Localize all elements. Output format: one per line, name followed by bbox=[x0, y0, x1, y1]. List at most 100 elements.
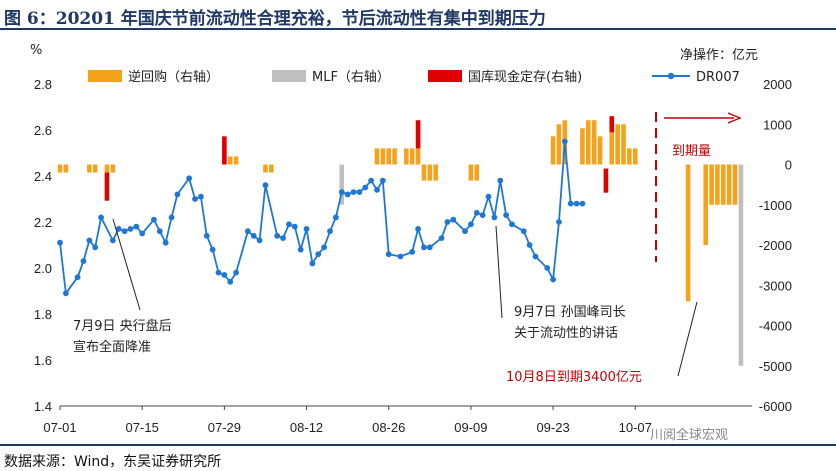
dr007-point-3 bbox=[80, 258, 87, 264]
figure-title: 图 6：20201 年国庆节前流动性合理充裕，节后流动性有集中到期压力 bbox=[4, 9, 546, 29]
dr007-point-58 bbox=[450, 216, 457, 223]
x-tick-label-1: 07-15 bbox=[126, 420, 159, 435]
legend-swatch-dr007-marker bbox=[667, 72, 675, 80]
dr007-point-73 bbox=[556, 219, 562, 225]
x-tick-label-4: 08-26 bbox=[372, 420, 405, 435]
left-tick-labels: 1.4 1.6 1.8 2.0 2.2 2.4 2.6 2.8 bbox=[34, 77, 52, 414]
annotation-maturity-amount: 10月8日到期3400亿元 bbox=[506, 370, 642, 385]
dr007-point-59 bbox=[462, 228, 468, 235]
treasury-deposit-bar-4 bbox=[609, 116, 615, 133]
treasury-deposit-bar-2 bbox=[415, 120, 421, 149]
dr007-point-16 bbox=[168, 214, 175, 221]
dr007-point-17 bbox=[174, 191, 181, 198]
dr007-point-72 bbox=[550, 276, 556, 283]
reverse-repo-bar-20 bbox=[433, 164, 438, 181]
dr007-point-32 bbox=[280, 235, 286, 242]
reverse-repo-bar-23 bbox=[550, 136, 556, 165]
legend-label-mlf: MLF（右轴） bbox=[312, 70, 390, 85]
dr007-point-50 bbox=[385, 251, 392, 258]
reverse-repo-bar-35 bbox=[685, 164, 691, 302]
dr007-series bbox=[57, 138, 586, 297]
annotation-pointer-rrr-cut bbox=[112, 218, 141, 311]
source-bar: 数据来源：Wind，东吴证券研究所 bbox=[0, 444, 836, 471]
right-tick-label-0: -6000 bbox=[759, 399, 792, 414]
dr007-point-42 bbox=[338, 189, 345, 196]
dr007-point-63 bbox=[485, 193, 492, 200]
watermark: 川阅全球宏观 bbox=[650, 428, 729, 443]
dr007-point-48 bbox=[374, 186, 380, 193]
dr007-point-46 bbox=[362, 184, 369, 191]
dr007-point-55 bbox=[426, 244, 433, 251]
left-tick-label-3: 2.0 bbox=[34, 261, 52, 276]
reverse-repo-bar-0 bbox=[57, 164, 63, 173]
dr007-point-23 bbox=[215, 269, 222, 276]
dr007-point-71 bbox=[544, 265, 551, 271]
legend-label-treasury: 国库现金定存(右轴) bbox=[468, 69, 582, 85]
reverse-repo-bar-32 bbox=[621, 124, 626, 165]
x-tick-label-0: 07-01 bbox=[43, 420, 76, 435]
dr007-point-41 bbox=[332, 214, 339, 221]
left-axis-unit: % bbox=[30, 43, 42, 58]
dr007-point-45 bbox=[356, 189, 363, 196]
reverse-repo-bar-31 bbox=[615, 124, 620, 165]
reverse-repo-bar-27 bbox=[586, 120, 591, 165]
dr007-point-5 bbox=[92, 244, 99, 251]
left-tick-label-5: 2.4 bbox=[34, 169, 52, 184]
title-bar: 图 6：20201 年国庆节前流动性合理充裕，节后流动性有集中到期压力 bbox=[0, 0, 836, 30]
reverse-repo-bar-12 bbox=[380, 148, 386, 165]
left-tick-label-1: 1.6 bbox=[34, 353, 52, 368]
reverse-repo-bar-41 bbox=[732, 164, 738, 205]
dr007-point-2 bbox=[74, 274, 81, 281]
dr007-point-8 bbox=[115, 226, 122, 232]
dr007-point-20 bbox=[197, 193, 204, 200]
legend-swatch-reverse-repo bbox=[88, 70, 122, 82]
annotation-speech-line1: 9月7日 孙国峰司长 bbox=[514, 305, 626, 320]
dr007-point-67 bbox=[509, 221, 515, 228]
reverse-repo-bar-33 bbox=[627, 148, 632, 165]
right-tick-label-6: 0 bbox=[785, 158, 792, 173]
dr007-point-51 bbox=[397, 253, 404, 260]
dr007-point-36 bbox=[303, 226, 310, 232]
left-tick-label-7: 2.8 bbox=[34, 77, 52, 92]
reverse-repo-bar-16 bbox=[409, 148, 415, 165]
dr007-point-56 bbox=[438, 235, 445, 242]
reverse-repo-bar-39 bbox=[721, 164, 726, 205]
dr007-point-68 bbox=[520, 228, 527, 235]
reverse-repo-bar-14 bbox=[392, 148, 397, 165]
left-tick-label-4: 2.2 bbox=[34, 215, 52, 230]
reverse-repo-bar-4 bbox=[104, 164, 110, 173]
reverse-repo-bar-5 bbox=[110, 164, 116, 173]
reverse-repo-bar-24 bbox=[556, 124, 562, 165]
reverse-repo-bar-38 bbox=[715, 164, 720, 205]
mlf-bar-0 bbox=[339, 164, 345, 205]
right-tick-label-8: 2000 bbox=[763, 77, 792, 92]
x-tick-label-3: 08-12 bbox=[290, 420, 323, 435]
dr007-point-77 bbox=[579, 200, 586, 207]
legend-label-dr007: DR007 bbox=[696, 70, 740, 85]
reverse-repo-bar-9 bbox=[263, 164, 268, 173]
reverse-repo-bar-3 bbox=[92, 164, 98, 173]
dr007-point-22 bbox=[209, 246, 216, 253]
dr007-point-54 bbox=[421, 244, 427, 251]
x-tick-label-2: 07-29 bbox=[208, 420, 241, 435]
dr007-point-10 bbox=[127, 226, 134, 232]
right-tick-labels: -6000 -5000 -4000 -3000 -2000 -1000 0 1000 2000 bbox=[759, 77, 792, 414]
left-tick-label-2: 1.8 bbox=[34, 307, 52, 322]
dr007-point-60 bbox=[468, 221, 474, 228]
dr007-point-11 bbox=[133, 223, 140, 230]
mlf-bar-1 bbox=[738, 164, 744, 366]
x-tick-labels: 07-01 07-15 07-29 08-12 08-26 09-09 09-23 10-07 bbox=[43, 406, 652, 435]
annotation-rrr-cut-line2: 宣布全面降准 bbox=[73, 339, 151, 355]
dr007-point-33 bbox=[286, 221, 292, 228]
dr007-point-49 bbox=[379, 177, 386, 184]
dr007-point-64 bbox=[491, 214, 498, 221]
dr007-point-9 bbox=[121, 228, 128, 235]
dr007-point-21 bbox=[203, 232, 210, 239]
left-tick-label-6: 2.6 bbox=[34, 123, 52, 138]
reverse-repo-bar-13 bbox=[386, 148, 392, 165]
reverse-repo-bar-28 bbox=[591, 120, 597, 165]
dr007-point-61 bbox=[473, 209, 480, 216]
dr007-point-38 bbox=[315, 251, 322, 258]
dr007-point-31 bbox=[274, 232, 281, 239]
x-tick-label-7: 10-07 bbox=[619, 420, 652, 435]
